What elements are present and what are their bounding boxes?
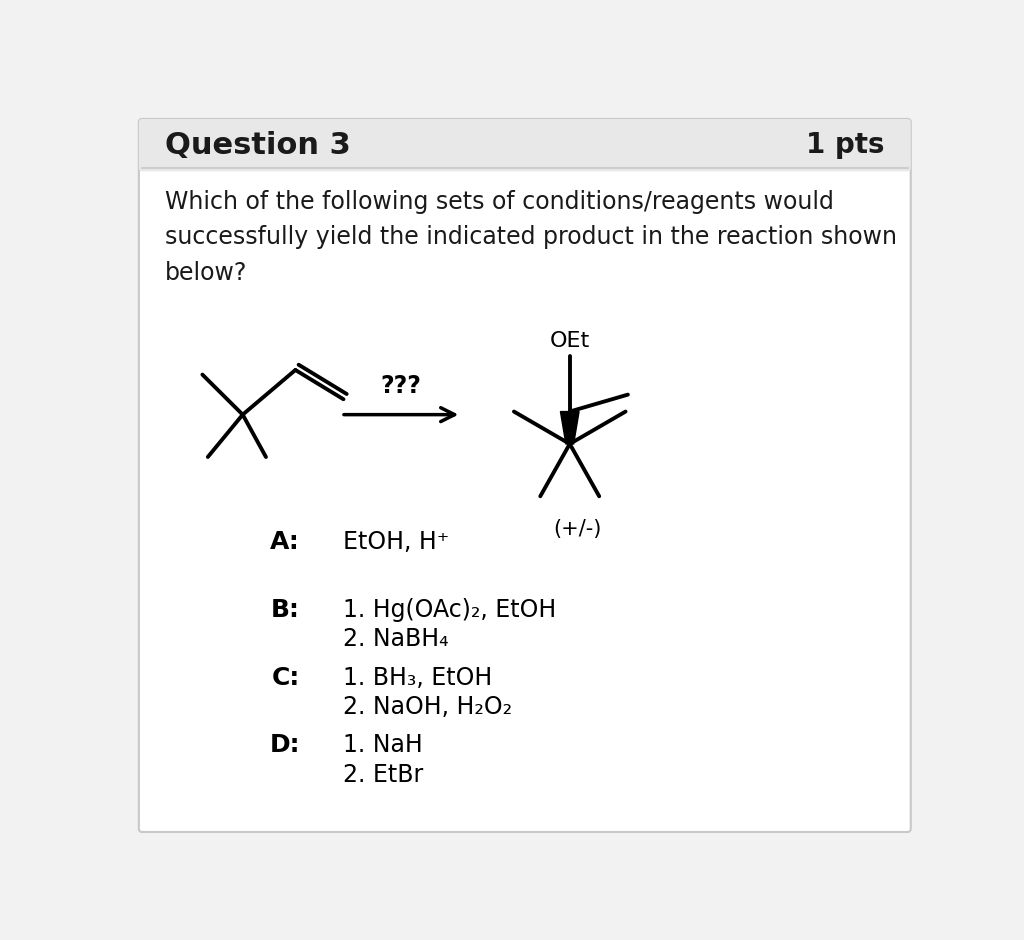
Text: 1. BH₃, EtOH: 1. BH₃, EtOH <box>343 666 493 690</box>
Text: D:: D: <box>269 733 300 758</box>
Text: 2. NaOH, H₂O₂: 2. NaOH, H₂O₂ <box>343 695 513 719</box>
Text: Question 3: Question 3 <box>165 131 351 160</box>
Text: ???: ??? <box>381 374 422 398</box>
Text: Which of the following sets of conditions/reagents would
successfully yield the : Which of the following sets of condition… <box>165 190 897 285</box>
Text: 2. NaBH₄: 2. NaBH₄ <box>343 627 449 651</box>
Text: 1 pts: 1 pts <box>806 132 885 159</box>
Text: (+/-): (+/-) <box>553 520 602 540</box>
Bar <box>142 122 907 168</box>
Text: B:: B: <box>271 598 300 622</box>
Polygon shape <box>560 412 579 444</box>
Text: C:: C: <box>271 666 300 690</box>
FancyBboxPatch shape <box>139 119 910 832</box>
Text: EtOH, H⁺: EtOH, H⁺ <box>343 530 450 555</box>
Text: 1. NaH: 1. NaH <box>343 733 423 758</box>
Text: 2. EtBr: 2. EtBr <box>343 762 424 787</box>
Text: 1. Hg(OAc)₂, EtOH: 1. Hg(OAc)₂, EtOH <box>343 598 557 622</box>
Text: OEt: OEt <box>550 332 590 352</box>
FancyBboxPatch shape <box>139 119 910 171</box>
Text: A:: A: <box>270 530 300 555</box>
